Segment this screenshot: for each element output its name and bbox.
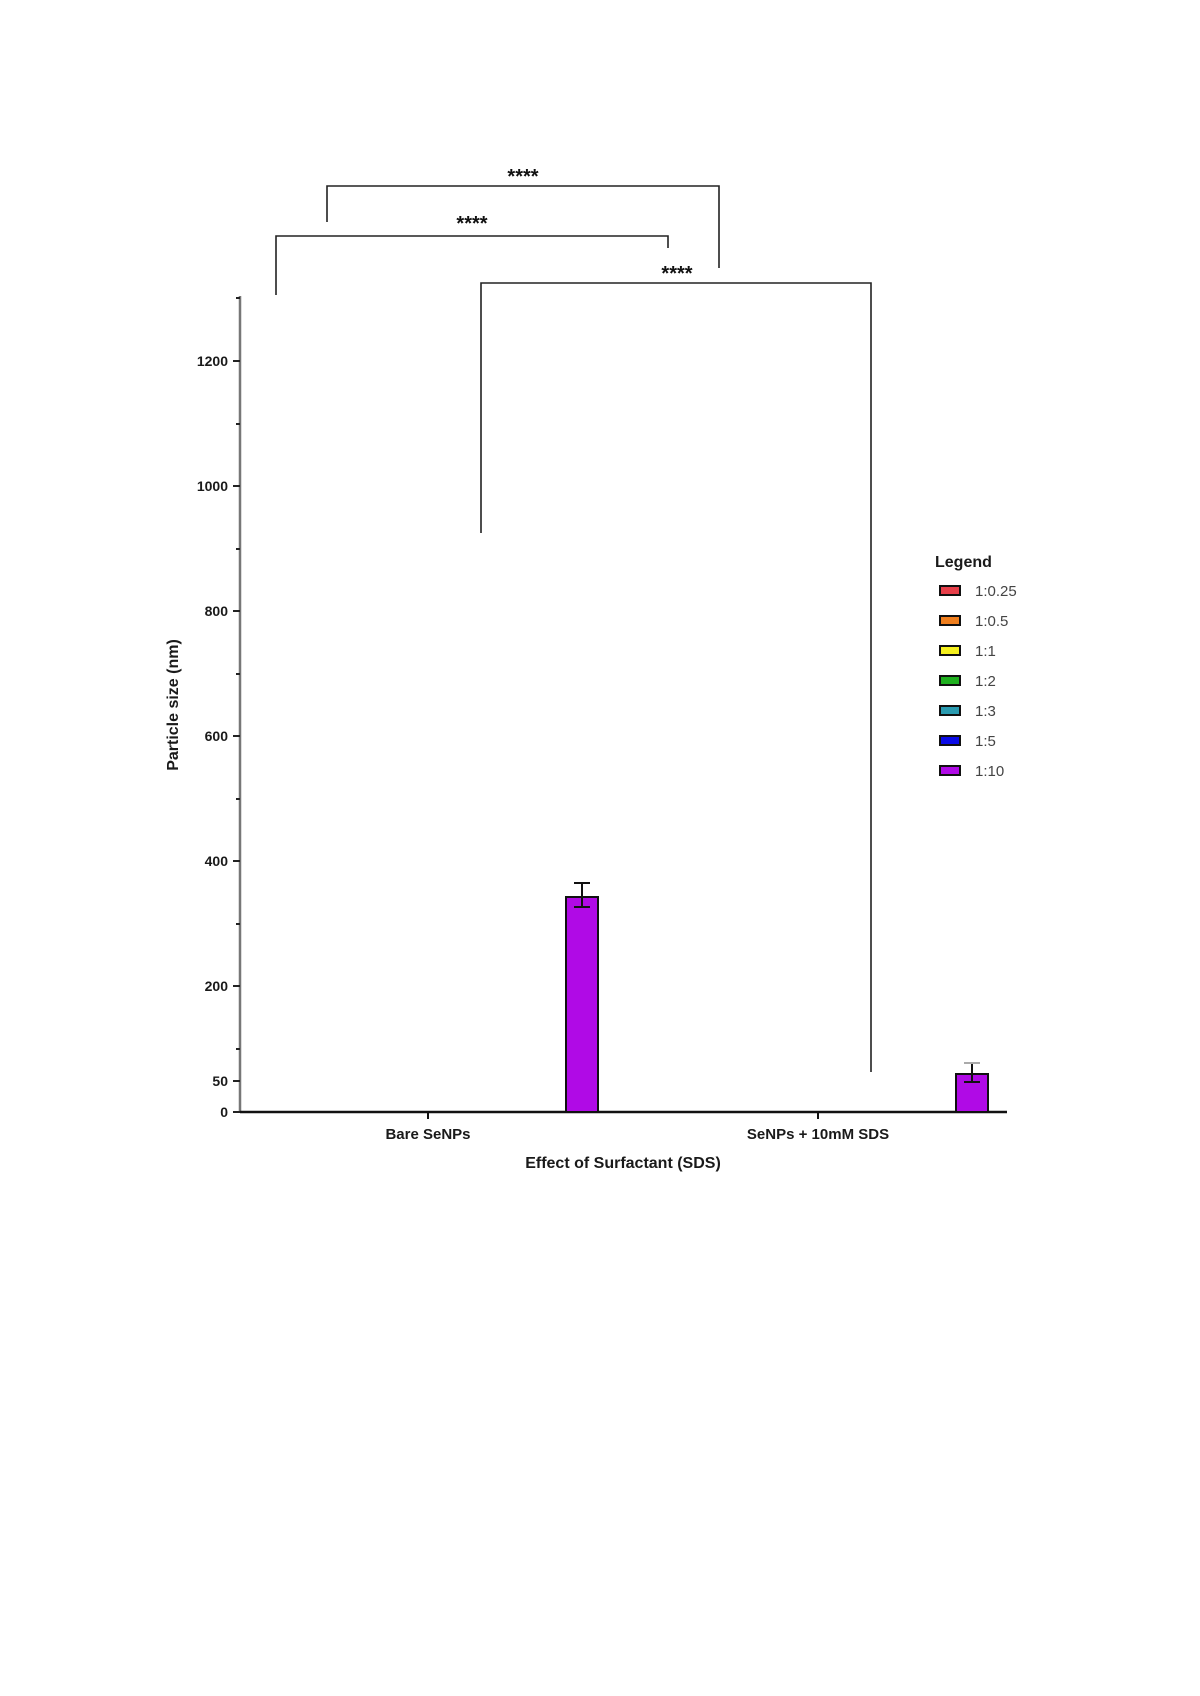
- y-tick-800: 800: [205, 603, 229, 619]
- bracket-middle: [275, 235, 669, 295]
- legend-item-1-10: 1:10: [939, 763, 1004, 780]
- x-category-bare-senps: Bare SeNPs: [385, 1126, 470, 1143]
- legend-label: 1:0.25: [975, 583, 1017, 600]
- legend-label: 1:0.5: [975, 613, 1008, 630]
- y-tick-0: 0: [220, 1104, 228, 1120]
- legend-item-1-3: 1:3: [939, 703, 996, 720]
- legend-item-1-1: 1:1: [939, 643, 996, 660]
- bracket-bottom: [480, 282, 872, 1072]
- legend-label: 1:5: [975, 733, 996, 750]
- significance-brackets: [275, 185, 872, 1072]
- legend-label: 1:10: [975, 763, 1004, 780]
- legend-item-1-2: 1:2: [939, 673, 996, 690]
- legend-item-1-0-5: 1:0.5: [939, 613, 1008, 630]
- y-tick-200: 200: [205, 978, 229, 994]
- bracket-top: [326, 185, 720, 268]
- x-axis-title: Effect of Surfactant (SDS): [525, 1155, 721, 1172]
- legend: Legend 1:0.25 1:0.5 1:1 1:2 1:3 1:5 1:10: [935, 554, 1017, 780]
- x-category-senps-sds: SeNPs + 10mM SDS: [747, 1126, 889, 1143]
- legend-item-1-5: 1:5: [939, 733, 996, 750]
- legend-item-1-0-25: 1:0.25: [939, 583, 1017, 600]
- y-axis: 0 50 200 400 600 800 1000 1200: [197, 296, 242, 1120]
- legend-label: 1:2: [975, 673, 996, 690]
- legend-title: Legend: [935, 554, 992, 571]
- legend-label: 1:1: [975, 643, 996, 660]
- y-tick-1000: 1000: [197, 478, 228, 494]
- y-tick-1200: 1200: [197, 353, 228, 369]
- legend-label: 1:3: [975, 703, 996, 720]
- bar-1-10-bare-senps: [565, 882, 599, 1113]
- y-tick-50: 50: [212, 1073, 228, 1089]
- y-tick-600: 600: [205, 728, 229, 744]
- significance-label-top: ****: [507, 166, 538, 188]
- bar-1-10-senps-sds: [955, 1062, 989, 1113]
- x-axis: Bare SeNPs SeNPs + 10mM SDS: [240, 1110, 1007, 1143]
- y-tick-400: 400: [205, 853, 229, 869]
- significance-label-middle: ****: [456, 213, 487, 235]
- y-axis-title: Particle size (nm): [165, 639, 182, 771]
- significance-label-bottom: ****: [661, 263, 692, 285]
